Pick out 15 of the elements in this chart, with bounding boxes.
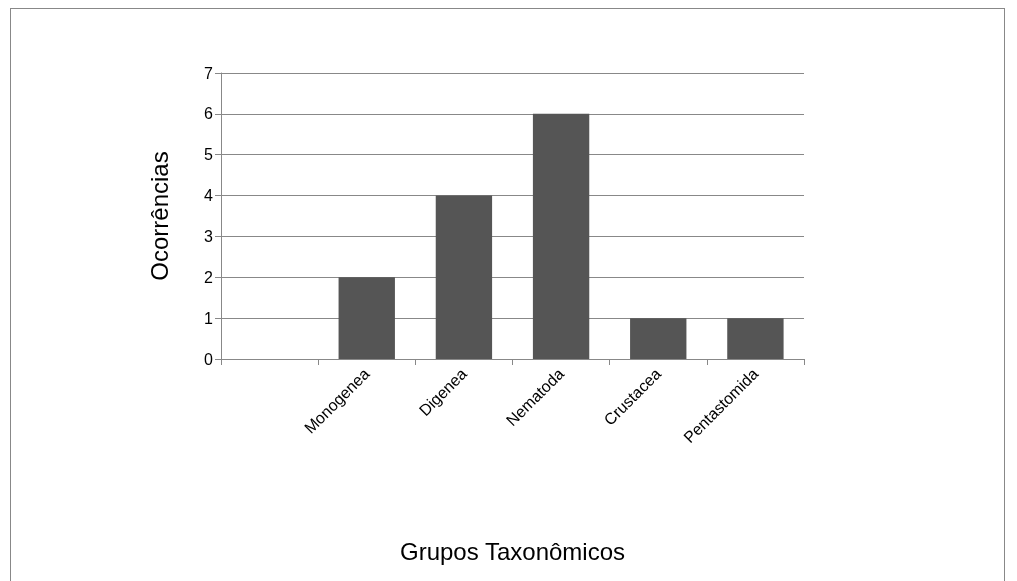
y-tick-label: 0 (204, 350, 214, 368)
y-tick-label: 5 (204, 146, 214, 164)
bar (435, 195, 493, 359)
bar (630, 318, 687, 359)
bar (727, 318, 784, 359)
bar (532, 113, 590, 359)
y-tick-label: 7 (204, 64, 214, 82)
y-tick-label: 4 (204, 187, 214, 205)
x-axis-title: Grupos Taxonômicos (400, 537, 625, 565)
y-tick-label: 3 (204, 227, 214, 245)
y-tick-label: 1 (204, 309, 214, 327)
y-tick-label: 6 (204, 105, 214, 123)
y-tick-label: 2 (204, 268, 214, 286)
y-axis-title: Ocorrências (145, 151, 173, 281)
bar (338, 277, 395, 359)
